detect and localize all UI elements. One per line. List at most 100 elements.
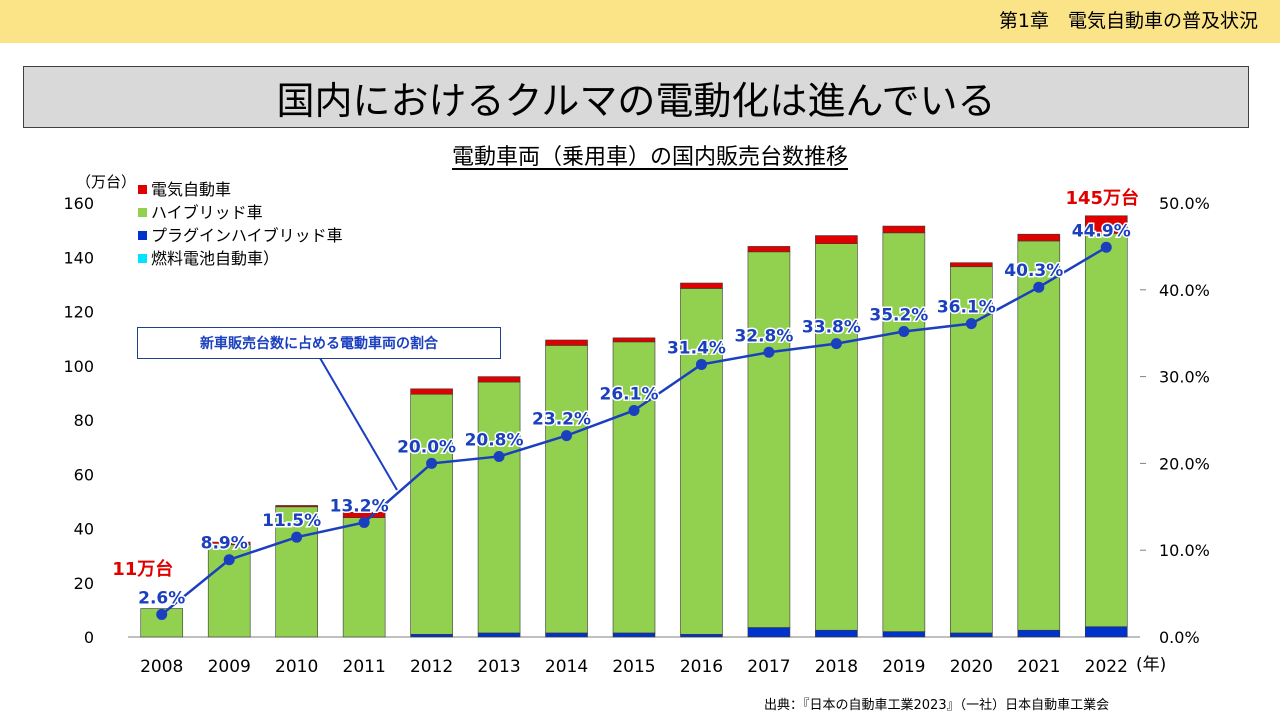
x-tick-label: 2022 [1085, 657, 1128, 677]
x-tick-label: 2015 [612, 657, 655, 677]
y-axis-label: （万台） [76, 173, 136, 191]
bar-segment [882, 225, 926, 234]
bar-segment [747, 627, 791, 638]
ratio-point [1033, 281, 1045, 293]
bar-segment [950, 632, 993, 638]
ratio-point [965, 318, 977, 330]
y-tick-label: 40 [74, 520, 94, 539]
x-tick-label: 2018 [815, 657, 858, 677]
ratio-data-label: 36.1% [937, 298, 996, 318]
callout-connector [319, 357, 398, 491]
x-tick-label: 2013 [477, 657, 520, 677]
y-tick-label: 80 [74, 411, 94, 430]
ratio-data-label: 20.8% [465, 430, 524, 450]
ratio-point [695, 358, 707, 370]
x-tick-label: 2012 [410, 657, 453, 677]
bar-segment [275, 506, 318, 638]
bar-segment [950, 262, 993, 268]
y2-tick-label: 30.0% [1159, 368, 1210, 387]
ratio-data-label: 23.2% [532, 410, 591, 430]
x-axis-unit: (年) [1136, 655, 1166, 675]
ratio-point [830, 338, 842, 350]
bar-segment [545, 345, 588, 634]
total-annotation: 11万台 [112, 558, 173, 580]
ratio-data-label: 32.8% [734, 326, 793, 346]
bar-segment [1084, 215, 1128, 234]
y2-tick-label: 40.0% [1159, 281, 1210, 300]
legend-label: ハイブリッド車 [151, 203, 263, 222]
bar-segment [680, 288, 723, 635]
bar-segment [1017, 240, 1061, 631]
ratio-data-label: 26.1% [600, 384, 659, 404]
slide-title: 国内におけるクルマの電動化は進んでいる [276, 78, 996, 123]
y-tick-label: 0 [84, 628, 94, 647]
callout-text: 新車販売台数に占める電動車両の割合 [200, 336, 438, 352]
x-tick-label: 2008 [140, 657, 183, 677]
bar-segment [1084, 233, 1128, 627]
legend-swatch [138, 254, 147, 263]
x-tick-label: 2014 [545, 657, 588, 677]
bar-segment [410, 633, 453, 638]
bar-segment [477, 376, 521, 383]
bar-segment [612, 341, 656, 634]
y2-tick-label: 0.0% [1159, 628, 1200, 647]
y2-tick-label: 20.0% [1159, 454, 1210, 473]
legend-label: 電気自動車 [151, 180, 231, 199]
ratio-point [426, 457, 438, 469]
x-tick-label: 2009 [208, 657, 251, 677]
y-tick-label: 100 [63, 357, 94, 376]
ratio-data-label: 2.6% [138, 588, 185, 608]
bar-segment [1084, 626, 1128, 638]
ratio-data-label: 31.4% [667, 338, 726, 358]
x-tick-label: 2019 [882, 657, 925, 677]
ratio-point [291, 531, 303, 543]
ratio-data-label: 13.2% [330, 496, 389, 516]
legend-swatch [138, 208, 147, 217]
bar-segment [545, 339, 588, 346]
legend-label: プラグインハイブリッド車 [151, 226, 343, 245]
legend-swatch [138, 231, 147, 240]
ratio-point [358, 516, 370, 528]
slide-title-box: 国内におけるクルマの電動化は進んでいる [23, 66, 1249, 128]
bar-segment [882, 631, 926, 638]
ratio-data-label: 8.9% [201, 534, 248, 554]
legend-swatch [138, 185, 147, 194]
bar-segment [680, 282, 723, 289]
chart-title: 電動車両（乗用車）の国内販売台数推移 [452, 145, 849, 170]
y-tick-label: 20 [74, 574, 94, 593]
ratio-point [898, 325, 910, 337]
bar-segment [882, 232, 926, 632]
x-tick-label: 2020 [950, 657, 993, 677]
source-note: 出典：『日本の自動車工業2023』（一社）日本自動車工業会 [764, 698, 1110, 713]
ratio-point [156, 608, 168, 620]
x-tick-label: 2016 [680, 657, 723, 677]
x-tick-label: 2011 [343, 657, 386, 677]
line-series-callout: 新車販売台数に占める電動車両の割合 [137, 327, 501, 359]
ratio-data-label: 40.3% [1004, 261, 1063, 281]
bar-segment [815, 235, 858, 244]
y-tick-label: 120 [63, 303, 94, 322]
bar-segment [680, 633, 723, 638]
ratio-point [561, 430, 573, 442]
header-bar: 第1章 電気自動車の普及状況 [0, 0, 1280, 43]
bar-segment [815, 629, 858, 638]
ratio-data-label: 11.5% [262, 511, 321, 531]
ratio-data-label: 33.8% [802, 318, 861, 338]
y2-tick-label: 10.0% [1159, 541, 1210, 560]
chapter-label: 第1章 電気自動車の普及状況 [998, 10, 1258, 32]
bar-segment [342, 517, 386, 638]
y-tick-label: 140 [63, 248, 94, 267]
bar-segment [275, 505, 318, 508]
bar-segment [747, 251, 791, 628]
bar-segment [410, 388, 453, 395]
ratio-data-label: 44.9% [1072, 221, 1131, 241]
y-tick-label: 160 [63, 194, 94, 213]
ratio-point [493, 450, 505, 462]
bar-segment [612, 337, 656, 343]
bar-segment [1017, 233, 1061, 242]
bar-segment [477, 381, 521, 634]
y2-tick-label: 50.0% [1159, 194, 1210, 213]
ratio-point [763, 346, 775, 358]
bar-segment [410, 393, 453, 635]
